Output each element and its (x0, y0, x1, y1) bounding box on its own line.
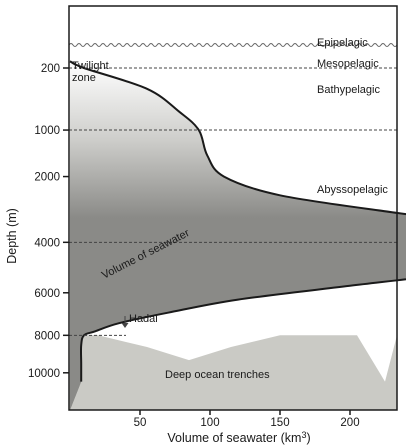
ocean-floor-trenches (69, 335, 397, 410)
y-tick-label: 6000 (34, 288, 60, 300)
sea-surface-wave (68, 43, 398, 47)
y-tick-label: 2000 (34, 172, 60, 184)
trenches-label: Deep ocean trenches (165, 369, 270, 381)
volume-curve (69, 60, 406, 382)
x-tick-label: 50 (134, 417, 147, 429)
x-tick-label: 150 (270, 417, 289, 429)
y-tick-label: 4000 (34, 237, 60, 249)
x-tick-label: 200 (340, 417, 359, 429)
y-tick-label: 8000 (34, 330, 60, 342)
zone-label-hadal: Hadal (129, 313, 158, 325)
zone-label-mesopelagic: Mesopelagic (317, 58, 379, 70)
y-tick-label: 1000 (34, 125, 60, 137)
y-tick-label: 200 (41, 63, 60, 75)
y-tick-label: 10000 (28, 368, 60, 380)
zone-label-bathypelagic: Bathypelagic (317, 84, 380, 96)
x-axis-title: Volume of seawater (km3) (167, 430, 310, 445)
twilight-zone-label-2: zone (72, 72, 96, 84)
zone-label-epipelagic: Epipelagic (317, 37, 368, 49)
hadal-arrow-icon (121, 323, 129, 328)
twilight-gradient (70, 61, 406, 410)
plot-frame (68, 5, 398, 411)
y-axis-title: Depth (m) (5, 208, 19, 264)
twilight-zone-label-1: Twilight (72, 60, 109, 72)
x-tick-label: 100 (200, 417, 219, 429)
zone-label-abyssopelagic: Abyssopelagic (317, 184, 388, 196)
